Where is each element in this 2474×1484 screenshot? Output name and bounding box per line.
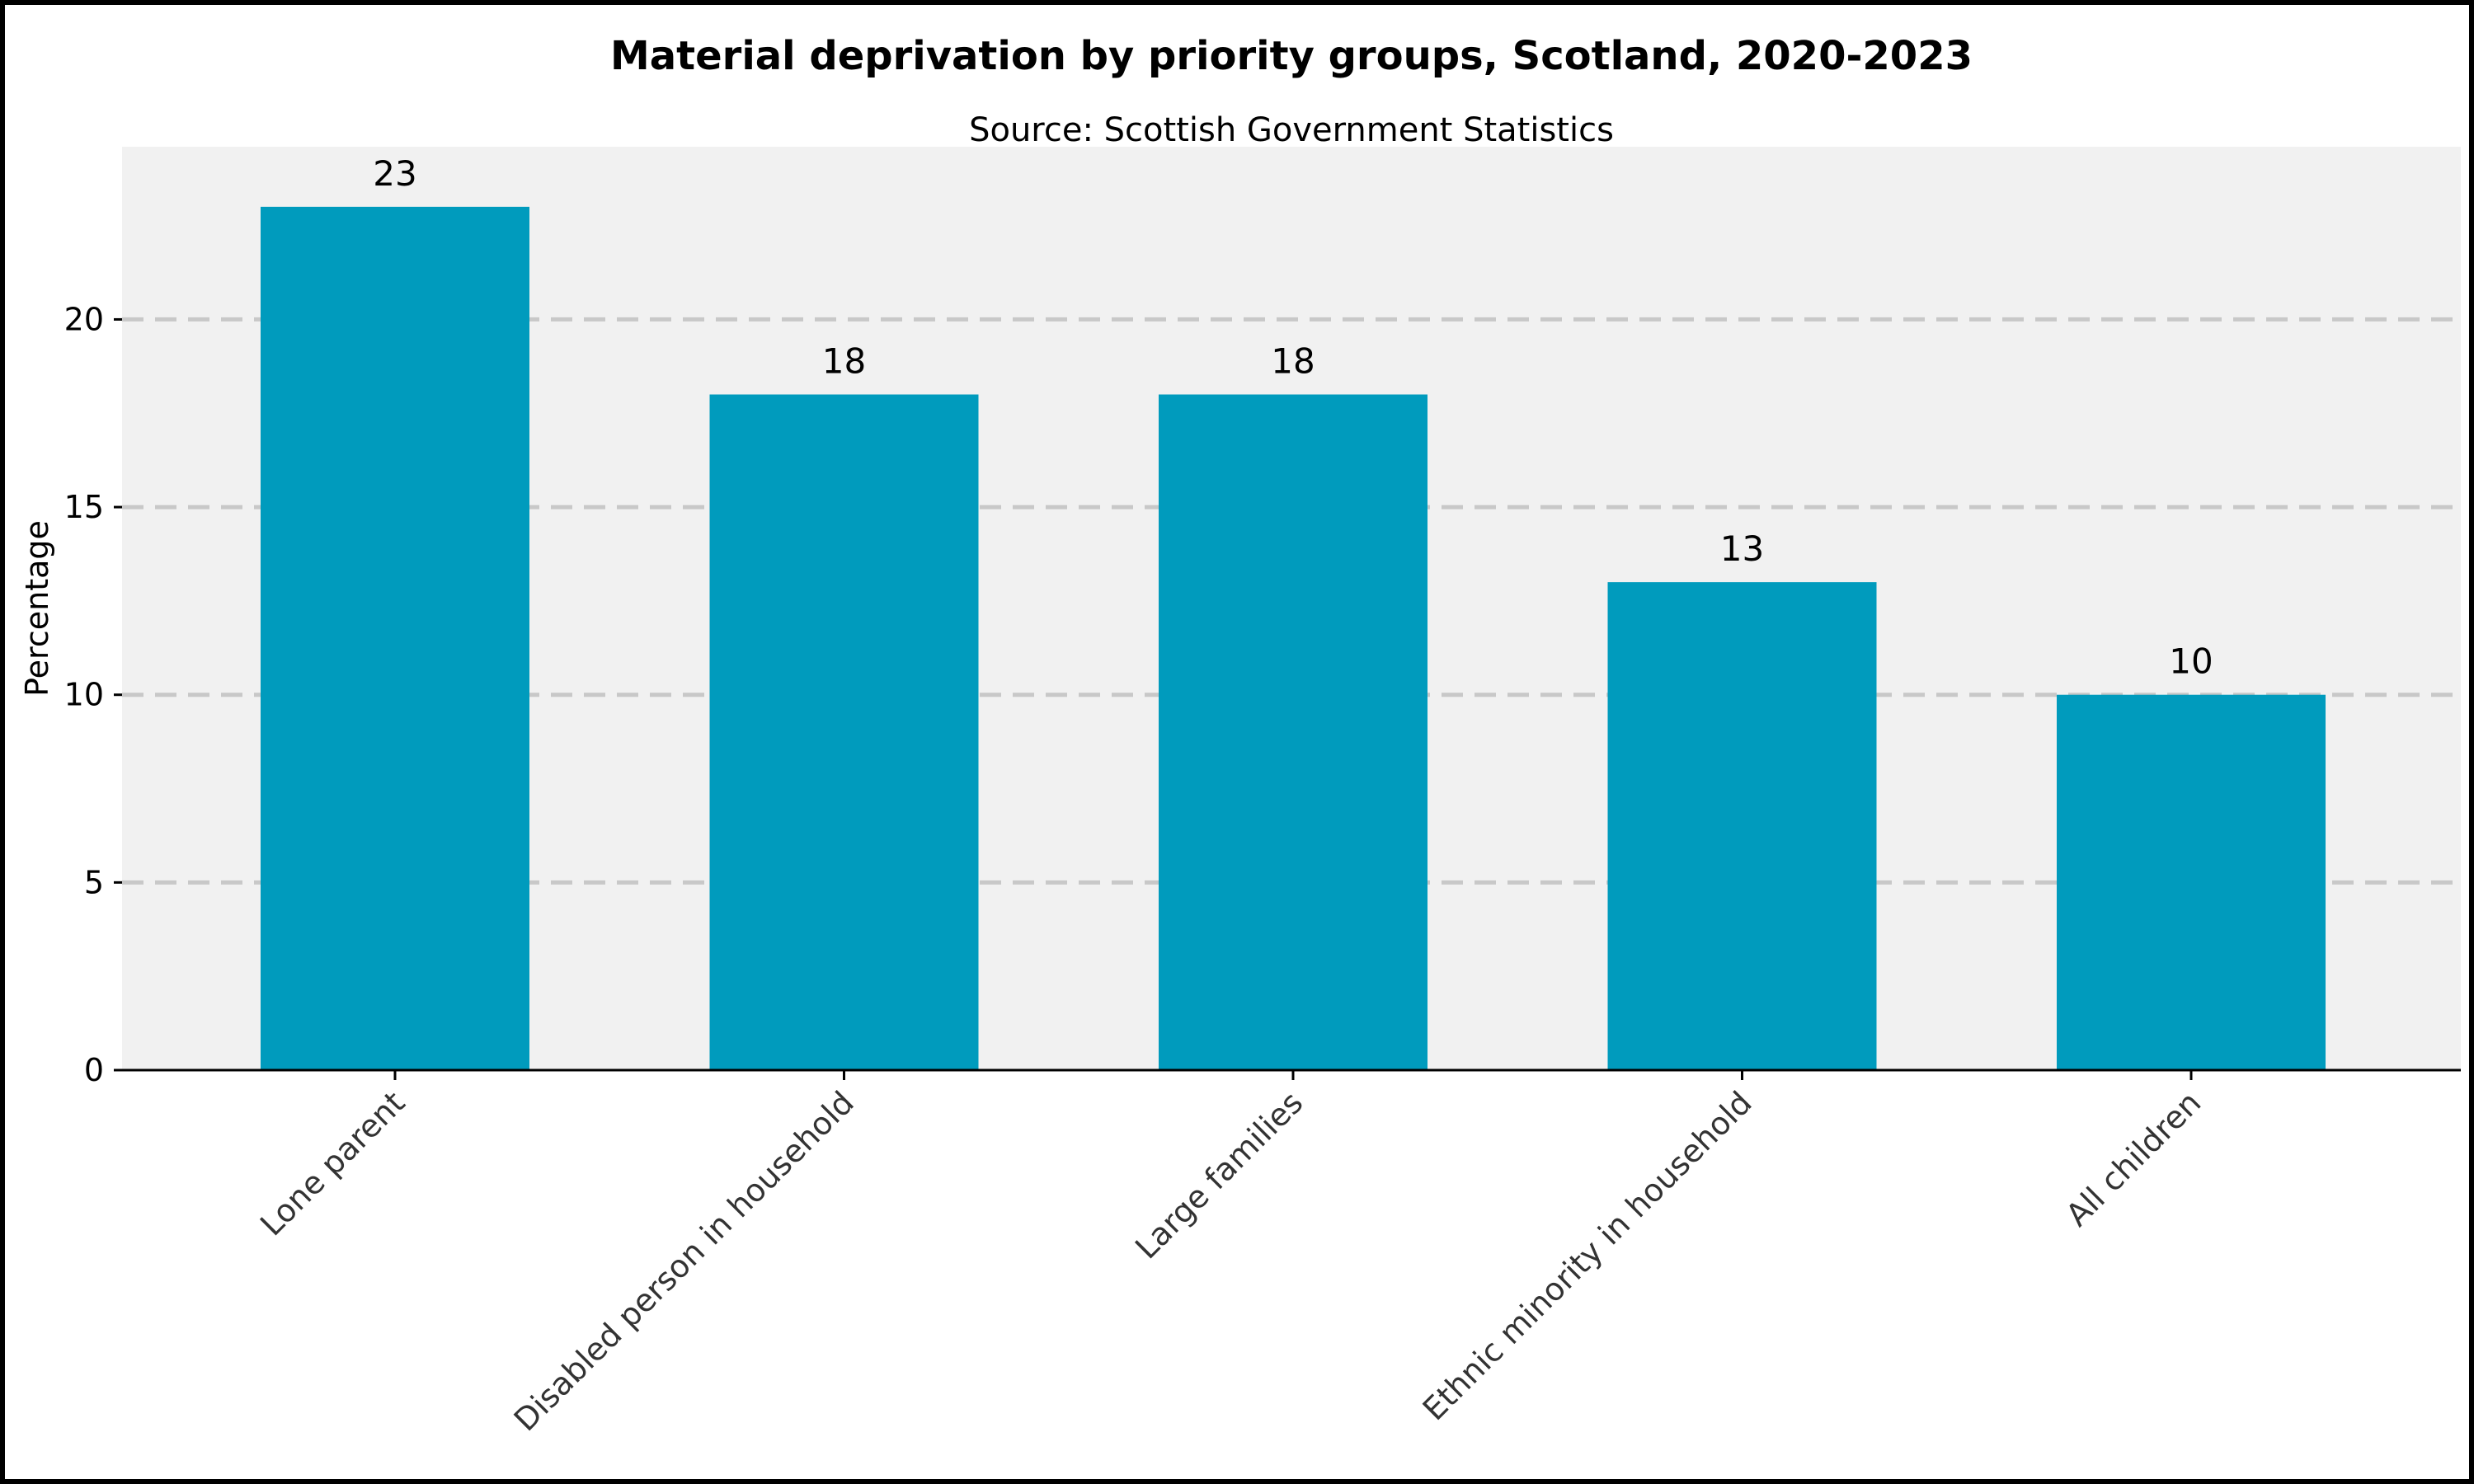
y-axis-label: Percentage <box>19 520 55 697</box>
bar <box>2057 694 2326 1070</box>
y-axis-ticks: 0 5 10 15 20 <box>64 301 122 1088</box>
bar <box>261 206 529 1070</box>
bar <box>709 394 979 1070</box>
chart-title: Material deprivation by priority groups,… <box>610 33 1973 79</box>
y-tick-label: 15 <box>64 489 104 525</box>
data-label: 18 <box>1271 340 1315 381</box>
x-tick-label: All children <box>2059 1084 2208 1233</box>
x-tick-label: Lone parent <box>253 1084 412 1242</box>
y-tick-label: 5 <box>84 864 104 900</box>
x-axis-ticks: Lone parent Disabled person in household L… <box>253 1070 2208 1438</box>
data-label: 23 <box>373 153 416 194</box>
y-tick-label: 0 <box>84 1052 104 1088</box>
x-tick-label: Large families <box>1128 1084 1310 1266</box>
bar <box>1607 582 1877 1070</box>
x-tick-label: Disabled person in household <box>507 1084 861 1438</box>
bar-chart: 0 5 10 15 20 Lone parent Disabled person in h… <box>19 33 2461 1438</box>
data-labels: 23 18 18 13 10 <box>373 153 2213 682</box>
y-tick-label: 20 <box>64 301 104 337</box>
data-label: 13 <box>1720 528 1764 569</box>
chart-subtitle: Source: Scottish Government Statistics <box>969 111 1614 149</box>
x-tick-label: Ethnic minority in household <box>1416 1084 1759 1427</box>
data-label: 18 <box>822 340 866 381</box>
bar <box>1159 394 1427 1070</box>
y-tick-label: 10 <box>64 677 104 713</box>
data-label: 10 <box>2169 641 2213 682</box>
bars <box>261 206 2326 1070</box>
